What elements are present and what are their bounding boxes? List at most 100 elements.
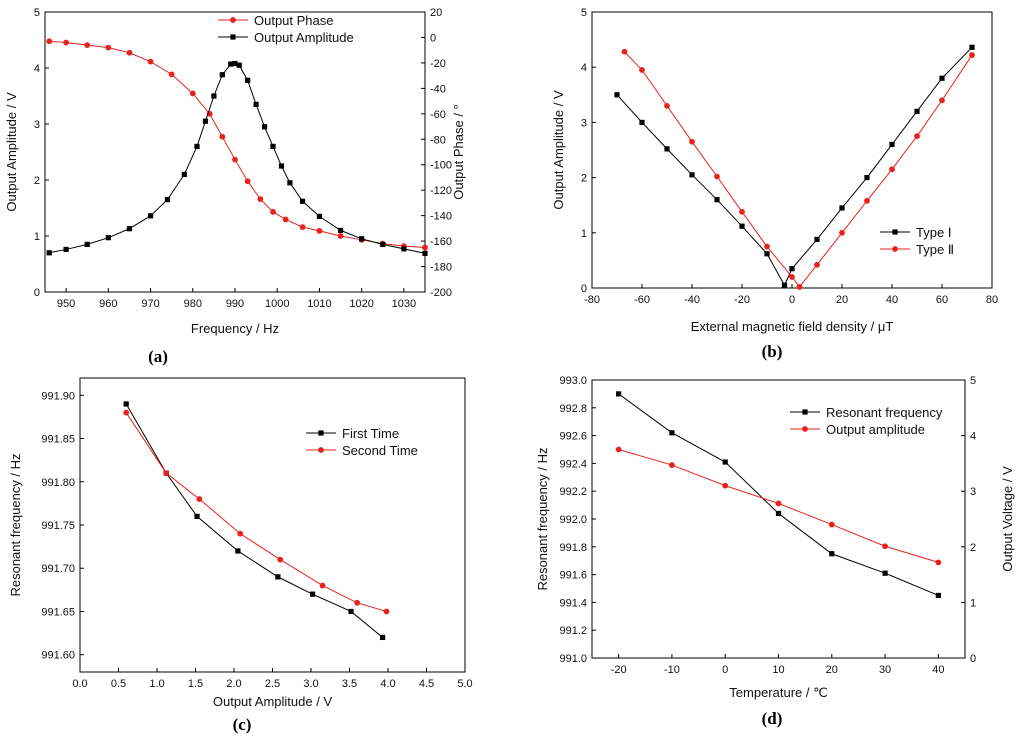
data-point-circle [237, 530, 244, 537]
legend-label: Output amplitude [826, 422, 925, 437]
y-axis-label: Output Amplitude / V [551, 90, 566, 210]
y-tick-label: 991.75 [41, 520, 75, 532]
data-point-circle [814, 261, 820, 268]
data-point-square [270, 143, 276, 149]
x-tick-label: 4.0 [380, 678, 395, 690]
y-right-tick-label: 0 [430, 32, 436, 44]
panel-label: (d) [762, 709, 783, 728]
data-point-square [739, 223, 745, 229]
legend-swatch-square [318, 430, 324, 436]
data-point-square [689, 172, 695, 178]
x-tick-label: 2.5 [265, 678, 280, 690]
y-right-tick-label: 0 [970, 653, 976, 665]
legend-label: Type Ⅱ [916, 242, 954, 257]
data-point-square [202, 118, 209, 124]
data-point-circle [316, 228, 323, 234]
y-tick-label: 991.65 [41, 606, 75, 618]
data-point-circle [796, 283, 803, 290]
data-point-circle [319, 582, 326, 589]
data-point-circle [615, 446, 622, 453]
y-axis-label: Resonant frequency / Hz [535, 447, 550, 590]
data-point-circle [422, 244, 428, 251]
panel-a: 950 960 970 980 990 1000 1010 1020 1030 0 1 2 3 4 5 -20… [4, 7, 466, 366]
data-point-circle [889, 166, 895, 173]
y-tick-label: 4 [581, 62, 587, 74]
legend-swatch-square [802, 409, 808, 415]
data-point-circle [714, 173, 720, 180]
x-tick-label: 5.0 [457, 678, 472, 690]
y-right-tick-label: -140 [430, 211, 452, 223]
data-point-square [864, 175, 870, 181]
series-line-red [624, 51, 973, 288]
x-axis-label: External magnetic field density / μT [691, 319, 894, 334]
data-point-square [714, 197, 720, 203]
data-point-square [401, 246, 407, 252]
x-tick-label: 0.0 [72, 678, 87, 690]
y-tick-label: 992.8 [559, 403, 587, 415]
legend: Resonant frequency Output amplitude [790, 405, 943, 437]
x-tick-label: 1010 [307, 298, 331, 310]
data-point-square [775, 510, 782, 517]
data-point-circle [196, 496, 203, 502]
y-tick-label: 0 [34, 287, 40, 299]
data-point-circle [639, 67, 645, 73]
x-tick-label: -60 [634, 294, 650, 306]
panel-label: (b) [762, 342, 783, 361]
data-point-circle [232, 156, 238, 163]
y-axis-label: Resonant frequency / Hz [8, 453, 23, 596]
data-point-square [147, 213, 154, 219]
y-tick-label: 991.80 [41, 477, 75, 489]
x-tick-label: -40 [684, 294, 700, 306]
legend-swatch-circle [802, 426, 808, 432]
x-tick-label: -20 [611, 664, 627, 676]
data-point-circle [219, 133, 226, 140]
panel-c: 0.0 0.5 1.0 1.5 2.0 2.5 3.0 3.5 4.0 4.5 5.0 991.60 9… [8, 377, 473, 734]
series-line-red [125, 412, 387, 612]
data-point-circle [270, 208, 276, 215]
series-line-red [49, 40, 426, 248]
y-right-tick-label: -40 [430, 83, 446, 95]
data-point-square [829, 551, 835, 557]
legend-swatch-circle [318, 447, 324, 453]
data-point-circle [46, 38, 53, 45]
y-right-tick-label: 3 [970, 486, 976, 498]
data-point-circle [84, 42, 91, 48]
x-tick-label: 1000 [265, 298, 289, 310]
series-line-black [125, 403, 383, 638]
data-point-circle [664, 102, 670, 109]
x-tick-label: 20 [836, 294, 848, 306]
y-right-tick-label: -80 [430, 134, 446, 146]
y-tick-label: 991.0 [559, 653, 587, 665]
x-tick-label: 40 [932, 664, 944, 676]
data-point-square [814, 236, 820, 243]
legend-label: Output Phase [254, 13, 334, 28]
data-point-circle [828, 521, 835, 528]
data-point-square [380, 634, 386, 641]
data-point-square [287, 180, 293, 186]
data-point-square [309, 591, 316, 597]
x-tick-label: 3.0 [303, 678, 318, 690]
x-tick-label: 10 [772, 664, 784, 676]
data-point-circle [105, 44, 112, 51]
data-point-circle [123, 409, 130, 416]
x-tick-label: -20 [734, 294, 750, 306]
x-tick-label: 60 [936, 294, 948, 306]
y-right-tick-label: 5 [970, 375, 976, 387]
data-point-square [126, 226, 133, 232]
y-tick-label: 5 [581, 7, 587, 19]
data-point-circle [189, 90, 196, 97]
y-right-tick-label: -160 [430, 236, 452, 248]
data-point-square [935, 592, 941, 599]
data-point-square [46, 250, 52, 256]
data-point-circle [789, 274, 795, 280]
data-point-circle [621, 48, 628, 55]
data-point-square [235, 548, 241, 554]
y-tick-label: 3 [34, 119, 40, 131]
x-tick-label: 990 [226, 298, 244, 310]
legend-swatch-circle [892, 246, 898, 252]
data-point-square [299, 198, 306, 204]
data-point-square [181, 171, 187, 177]
y-tick-label: 992.6 [559, 431, 587, 443]
data-point-circle [914, 133, 920, 140]
legend-swatch-square [230, 34, 236, 40]
